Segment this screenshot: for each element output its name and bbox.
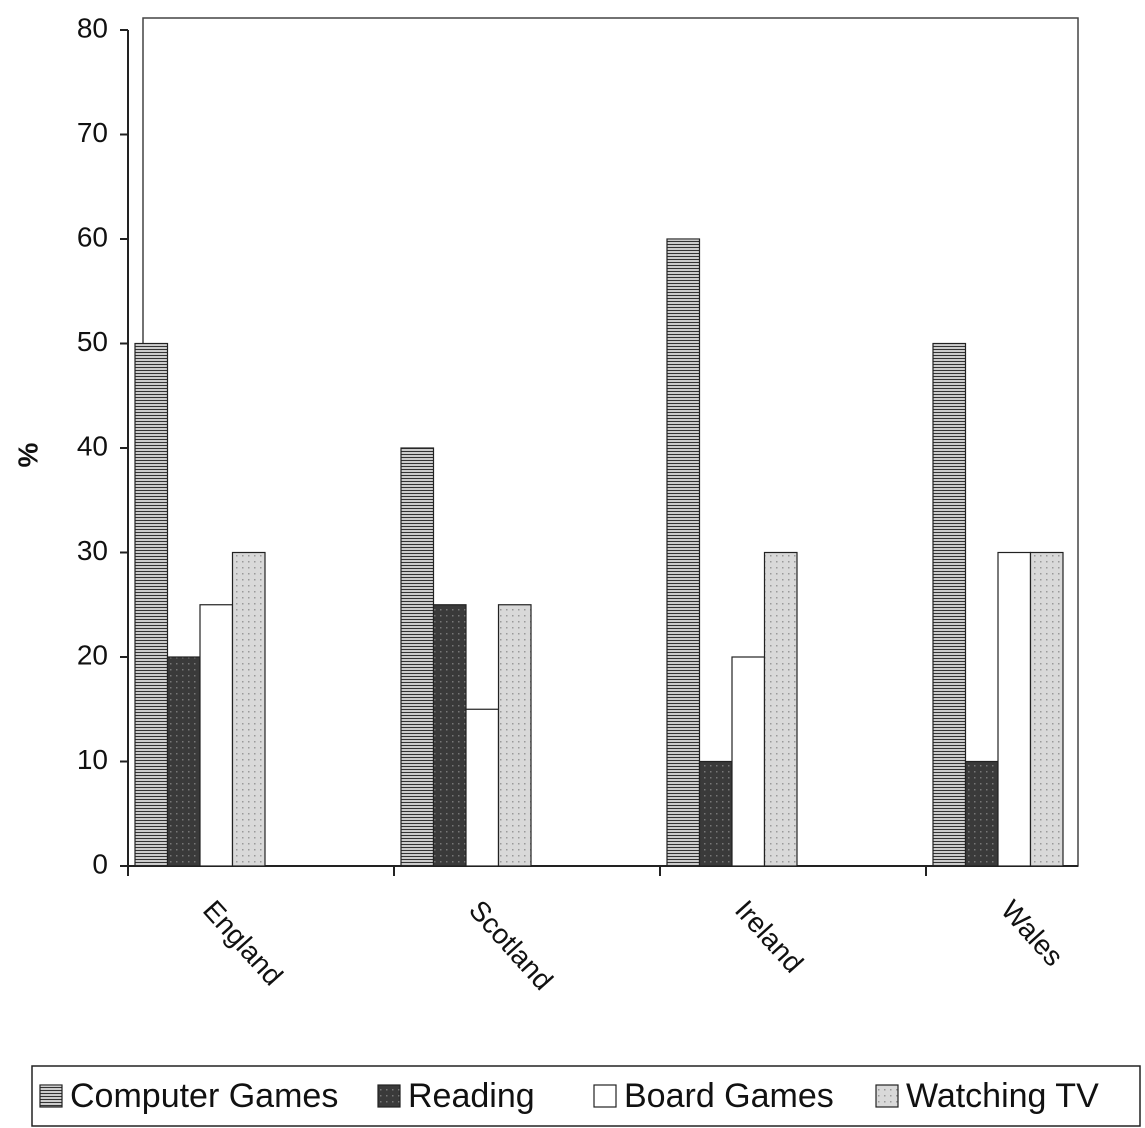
x-tick-label: Scotland [463,894,559,996]
bar [166,656,201,867]
legend-label: Computer Games [70,1077,338,1115]
bar [964,760,999,867]
y-tick-label: 20 [77,639,108,670]
y-tick-label: 50 [77,326,108,357]
bar [465,708,500,867]
y-tick-label: 30 [77,535,108,566]
legend-label: Watching TV [906,1077,1099,1115]
x-tick-label: Ireland [729,894,809,978]
bar [698,760,733,867]
x-tick-label: England [197,894,289,991]
legend-swatch [875,1084,899,1108]
bar [432,604,467,867]
bar [763,551,798,867]
y-tick-label: 80 [77,12,108,43]
y-tick-label: 40 [77,430,108,461]
bar [997,551,1032,867]
bar [134,342,169,867]
bar [666,238,701,867]
legend-swatch [377,1084,401,1108]
y-tick-label: 10 [77,744,108,775]
legend-label: Board Games [624,1077,834,1115]
bar [1029,551,1064,867]
bar [932,342,967,867]
legend-swatch [39,1084,63,1108]
y-axis-label: % [12,442,43,467]
bar [400,447,435,867]
legend-label: Reading [408,1077,535,1115]
legend-box [31,1065,1141,1127]
bar [199,604,234,867]
bar [231,551,266,867]
y-tick-label: 70 [77,117,108,148]
legend-swatch [593,1084,617,1108]
y-tick-label: 60 [77,221,108,252]
bar [731,656,766,867]
x-tick-label: Wales [995,894,1069,972]
bar [497,604,532,867]
y-tick-label: 0 [92,848,108,879]
